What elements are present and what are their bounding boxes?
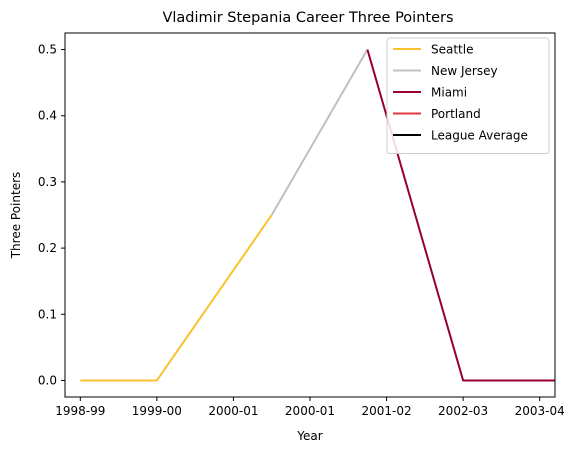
x-tick-label: 2000-01 — [208, 404, 258, 418]
series-layer — [80, 49, 555, 382]
y-axis: 0.0 0.1 0.2 0.3 0.4 0.5 — [38, 43, 65, 387]
series-line-miami — [366, 49, 555, 382]
x-tick-label: 2001-02 — [361, 404, 411, 418]
y-tick-label: 0.1 — [38, 307, 57, 321]
legend: Seattle New Jersey Miami Portland League Ave… — [386, 37, 550, 154]
x-tick-label: 1998-99 — [55, 404, 105, 418]
series-line-seattle — [80, 214, 273, 382]
series-line-new-jersey — [270, 49, 369, 216]
x-tick-label: 2003-04 — [515, 404, 565, 418]
y-tick-label: 0.4 — [38, 109, 57, 123]
x-tick-label: 2000-01 — [285, 404, 335, 418]
legend-label-league-average: League Average — [431, 129, 528, 143]
chart-title: Vladimir Stepania Career Three Pointers — [162, 10, 453, 26]
legend-label-portland: Portland — [431, 107, 481, 121]
y-tick-label: 0.0 — [38, 373, 57, 387]
legend-label-miami: Miami — [431, 86, 467, 100]
x-tick-label: 1999-00 — [132, 404, 182, 418]
legend-box — [386, 37, 550, 154]
x-tick-label: 2002-03 — [438, 404, 488, 418]
y-axis-label: Three Pointers — [9, 172, 23, 260]
y-tick-label: 0.3 — [38, 175, 57, 189]
x-axis: 1998-99 1999-00 2000-01 2000-01 2001-02 2002-… — [55, 397, 565, 418]
legend-label-seattle: Seattle — [431, 43, 473, 57]
x-axis-label: Year — [296, 429, 322, 443]
y-tick-label: 0.5 — [38, 43, 57, 57]
legend-label-new-jersey: New Jersey — [431, 64, 498, 78]
y-tick-label: 0.2 — [38, 241, 57, 255]
